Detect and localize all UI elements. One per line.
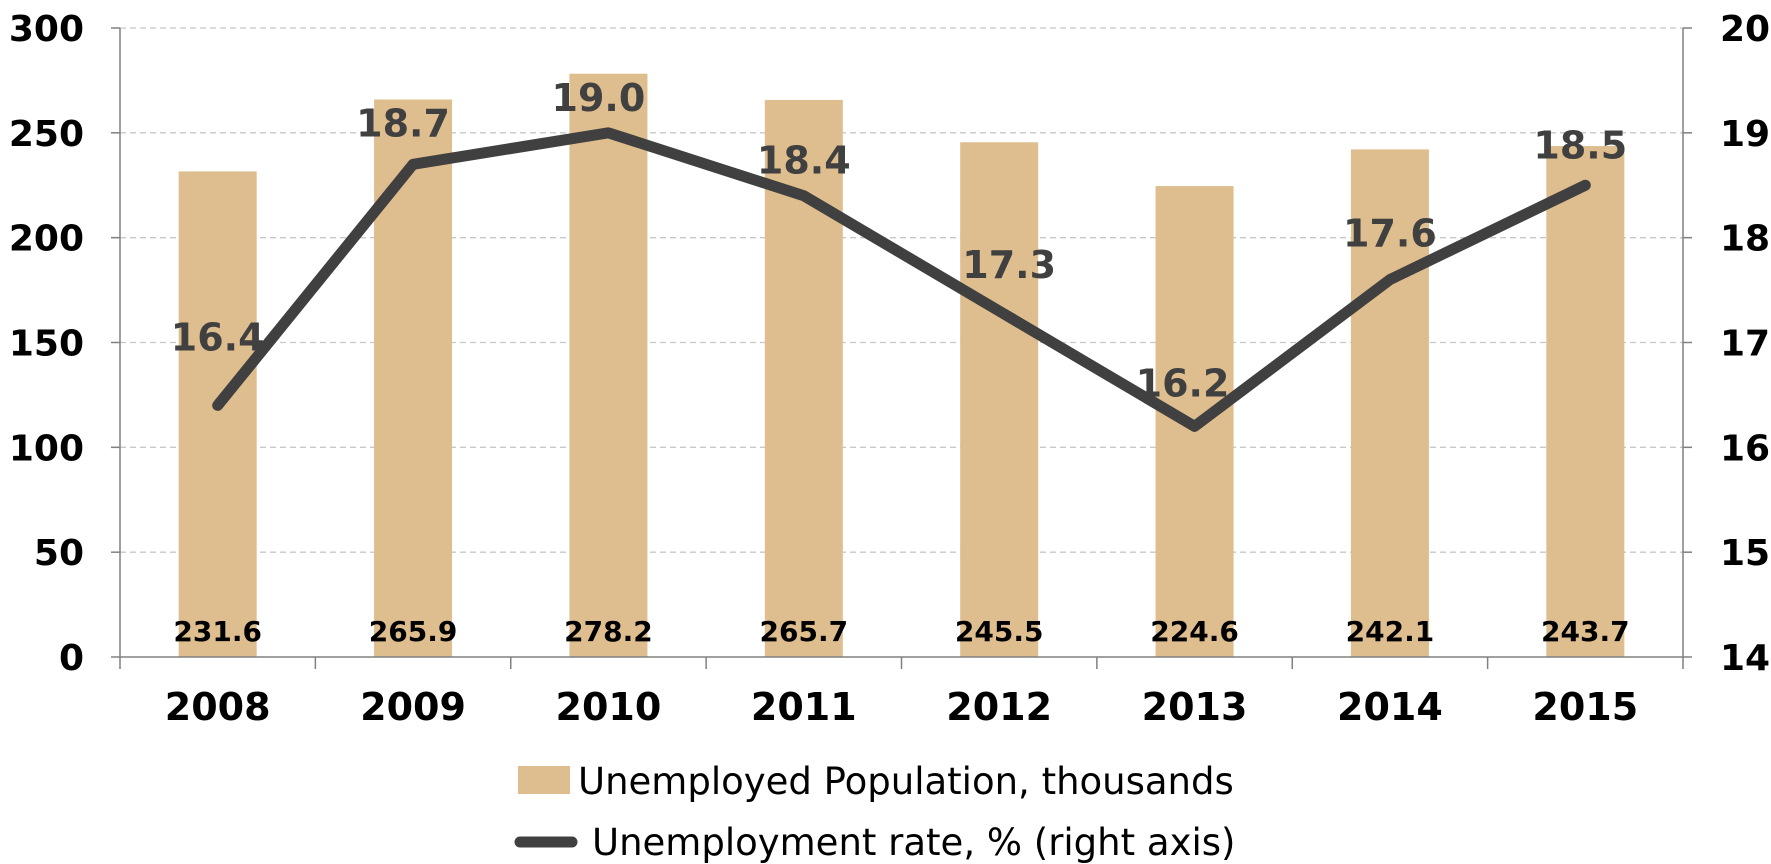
legend-label-bars: Unemployed Population, thousands	[578, 760, 1234, 803]
line-value-label: 18.5	[1533, 123, 1627, 167]
bar-value-label: 245.5	[955, 615, 1044, 648]
data-labels: 231.6 265.9 278.2 265.7 245.5 224.6 242.1 243.7…	[171, 76, 1630, 648]
line-value-label: 17.6	[1343, 212, 1437, 256]
right-axis-tick-label: 18	[1720, 219, 1770, 260]
right-axis-tick-label: 20	[1720, 9, 1770, 50]
left-axis-tick-label: 200	[9, 219, 84, 260]
line-point	[802, 194, 805, 197]
bar	[1350, 149, 1429, 657]
x-axis-tick-label: 2014	[1337, 685, 1443, 729]
x-axis-tick-label: 2011	[751, 685, 857, 729]
line-point	[1388, 278, 1391, 281]
line-value-label: 19.0	[552, 76, 646, 120]
right-axis-tick-label: 17	[1720, 324, 1770, 365]
x-axis-tick-label: 2015	[1532, 685, 1638, 729]
bar-value-label: 265.9	[369, 615, 458, 648]
axes: 0 50 100 150 200 250 300 14 15 16 17 18 19 20 2008 2009…	[9, 9, 1770, 729]
left-axis-tick-label: 250	[9, 114, 84, 155]
line-value-label: 18.4	[757, 139, 851, 183]
x-axis-tick-label: 2009	[360, 685, 466, 729]
line-point	[607, 131, 610, 134]
left-axis-tick-label: 150	[9, 324, 84, 365]
line-series	[212, 127, 1591, 432]
line-point	[998, 310, 1001, 313]
line-point	[216, 404, 219, 407]
line-value-label: 17.3	[962, 243, 1056, 287]
line-point	[1584, 184, 1587, 187]
bar-series	[178, 73, 1625, 658]
x-axis-tick-label: 2010	[556, 685, 662, 729]
bar-value-label: 265.7	[760, 615, 849, 648]
bar	[569, 73, 648, 657]
left-axis-tick-label: 100	[9, 428, 84, 469]
bar-value-label: 278.2	[564, 615, 653, 648]
right-axis-tick-label: 19	[1720, 114, 1770, 155]
line-value-label: 16.4	[171, 315, 265, 359]
line-value-label: 16.2	[1136, 361, 1230, 405]
gridlines	[120, 27, 1683, 553]
line-point	[1193, 425, 1196, 428]
left-axis-tick-label: 300	[9, 9, 84, 50]
right-axis-tick-label: 16	[1720, 428, 1770, 469]
x-axis-tick-label: 2012	[946, 685, 1052, 729]
line-point	[412, 163, 415, 166]
legend-swatch-bars	[518, 766, 570, 794]
legend: Unemployed Population, thousands Unemplo…	[514, 760, 1235, 864]
bar-value-label: 231.6	[173, 615, 262, 648]
bar-value-label: 243.7	[1541, 615, 1630, 648]
right-axis-tick-label: 14	[1720, 638, 1770, 679]
x-axis-tick-label: 2008	[165, 685, 271, 729]
bar-value-label: 224.6	[1150, 615, 1239, 648]
unemployment-rate-line	[212, 127, 1591, 432]
bar	[1546, 146, 1625, 657]
bar	[374, 99, 453, 657]
bar	[960, 142, 1039, 658]
left-axis-tick-label: 0	[59, 638, 84, 679]
line-value-label: 18.7	[356, 101, 450, 145]
bar	[178, 171, 257, 658]
left-axis-tick-label: 50	[34, 533, 84, 574]
x-axis-tick-label: 2013	[1142, 685, 1248, 729]
legend-label-line: Unemployment rate, % (right axis)	[592, 821, 1235, 864]
right-axis-tick-label: 15	[1720, 533, 1770, 574]
bar-value-label: 242.1	[1346, 615, 1435, 648]
